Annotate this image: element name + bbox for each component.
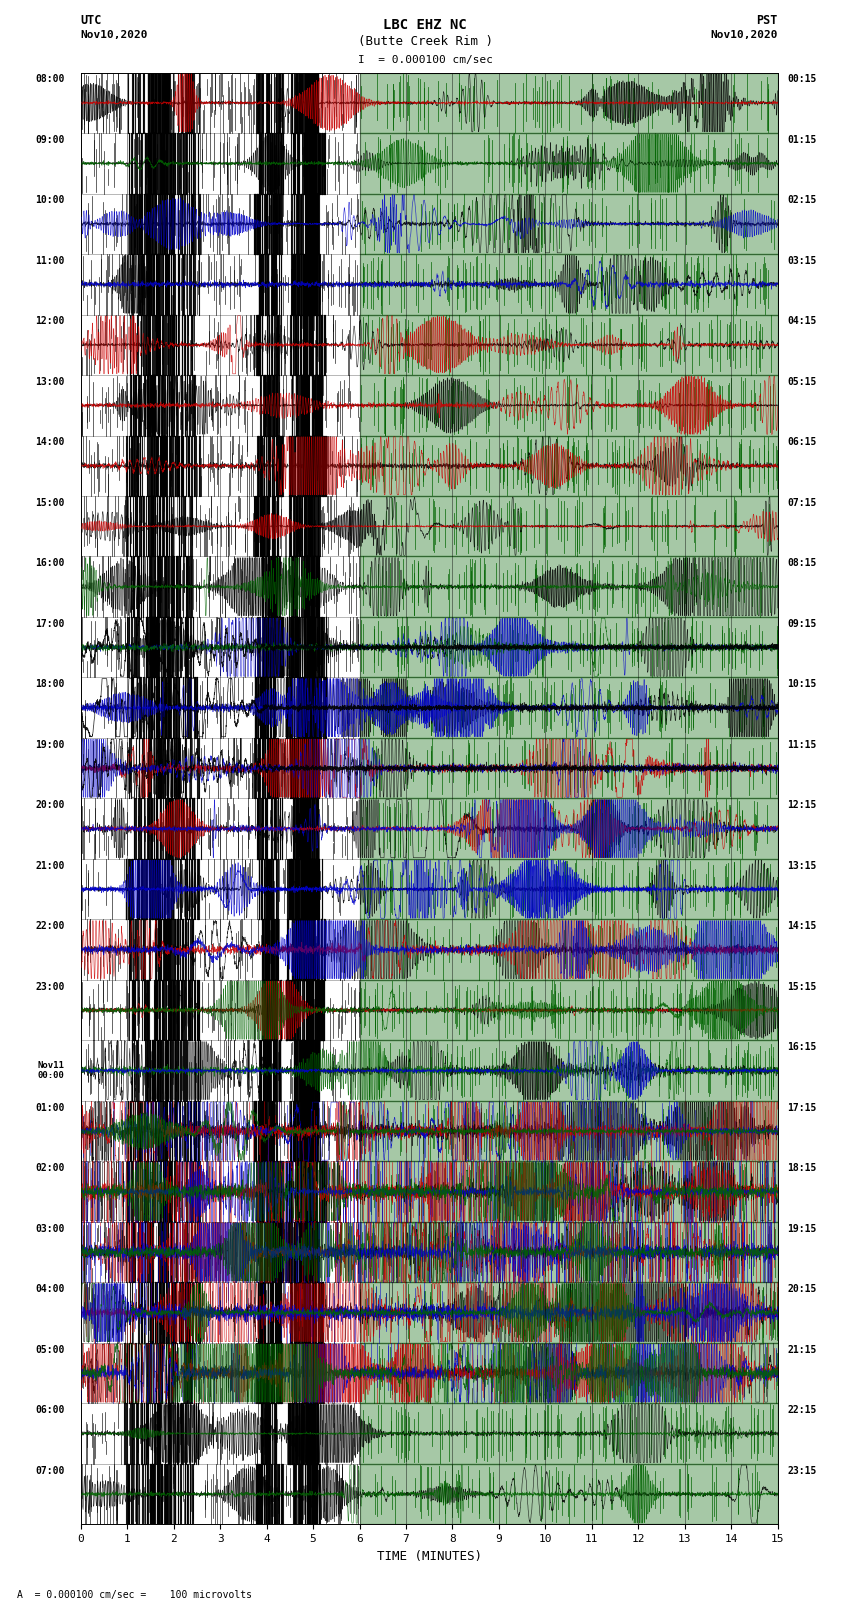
X-axis label: TIME (MINUTES): TIME (MINUTES) (377, 1550, 482, 1563)
Text: UTC: UTC (81, 15, 102, 27)
Text: 04:15: 04:15 (787, 316, 816, 326)
Text: 01:15: 01:15 (787, 135, 816, 145)
Text: 03:15: 03:15 (787, 256, 816, 266)
Text: 23:00: 23:00 (35, 982, 65, 992)
Text: PST: PST (756, 15, 778, 27)
Text: 08:00: 08:00 (35, 74, 65, 84)
Text: 22:15: 22:15 (787, 1405, 816, 1415)
Text: 07:00: 07:00 (35, 1466, 65, 1476)
Text: 07:15: 07:15 (787, 498, 816, 508)
Text: Nov10,2020: Nov10,2020 (711, 31, 778, 40)
Text: 14:15: 14:15 (787, 921, 816, 931)
Text: 19:00: 19:00 (35, 740, 65, 750)
Text: 18:15: 18:15 (787, 1163, 816, 1173)
Text: 09:00: 09:00 (35, 135, 65, 145)
Text: 20:15: 20:15 (787, 1284, 816, 1294)
Text: 18:00: 18:00 (35, 679, 65, 689)
Text: 10:15: 10:15 (787, 679, 816, 689)
Text: 05:00: 05:00 (35, 1345, 65, 1355)
Text: 11:15: 11:15 (787, 740, 816, 750)
Text: 20:00: 20:00 (35, 800, 65, 810)
Text: Nov10,2020: Nov10,2020 (81, 31, 148, 40)
Text: 15:15: 15:15 (787, 982, 816, 992)
Text: 13:15: 13:15 (787, 861, 816, 871)
Text: 12:15: 12:15 (787, 800, 816, 810)
Text: 02:15: 02:15 (787, 195, 816, 205)
Text: 15:00: 15:00 (35, 498, 65, 508)
Text: 03:00: 03:00 (35, 1224, 65, 1234)
Text: 22:00: 22:00 (35, 921, 65, 931)
Text: 17:00: 17:00 (35, 619, 65, 629)
Text: 12:00: 12:00 (35, 316, 65, 326)
Text: 16:00: 16:00 (35, 558, 65, 568)
Text: 00:15: 00:15 (787, 74, 816, 84)
Text: (Butte Creek Rim ): (Butte Creek Rim ) (358, 35, 492, 48)
Text: A  = 0.000100 cm/sec =    100 microvolts: A = 0.000100 cm/sec = 100 microvolts (17, 1590, 252, 1600)
Text: 06:15: 06:15 (787, 437, 816, 447)
Text: 17:15: 17:15 (787, 1103, 816, 1113)
Text: 13:00: 13:00 (35, 377, 65, 387)
Text: 19:15: 19:15 (787, 1224, 816, 1234)
Text: 16:15: 16:15 (787, 1042, 816, 1052)
Text: 09:15: 09:15 (787, 619, 816, 629)
Text: 14:00: 14:00 (35, 437, 65, 447)
Text: 10:00: 10:00 (35, 195, 65, 205)
Text: 21:00: 21:00 (35, 861, 65, 871)
Text: 11:00: 11:00 (35, 256, 65, 266)
Text: Nov11
00:00: Nov11 00:00 (37, 1061, 65, 1081)
Text: 05:15: 05:15 (787, 377, 816, 387)
Text: 21:15: 21:15 (787, 1345, 816, 1355)
Text: I  = 0.000100 cm/sec: I = 0.000100 cm/sec (358, 55, 492, 65)
Text: 01:00: 01:00 (35, 1103, 65, 1113)
Text: 02:00: 02:00 (35, 1163, 65, 1173)
Text: LBC EHZ NC: LBC EHZ NC (383, 18, 467, 32)
Text: 23:15: 23:15 (787, 1466, 816, 1476)
Text: 04:00: 04:00 (35, 1284, 65, 1294)
Text: 06:00: 06:00 (35, 1405, 65, 1415)
Text: 08:15: 08:15 (787, 558, 816, 568)
